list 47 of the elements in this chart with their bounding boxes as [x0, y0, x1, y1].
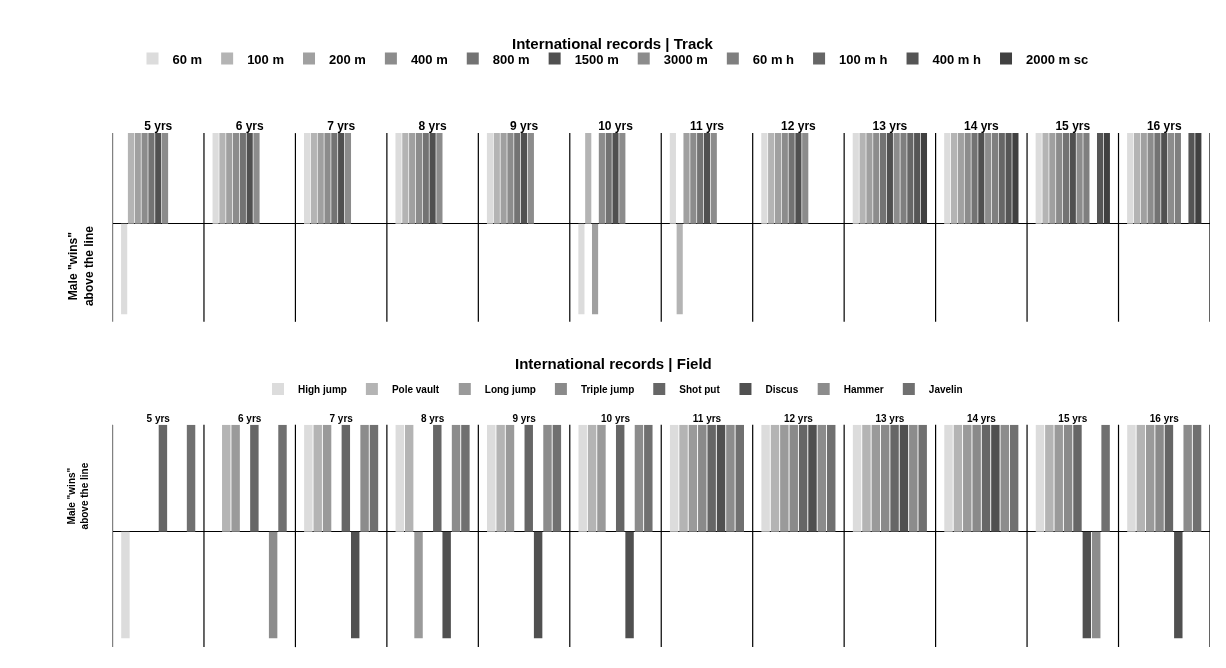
legend-label: Shot put [679, 383, 721, 395]
x-tick-label: 11 yrs [692, 412, 722, 424]
x-tick-label: 15 yrs [1055, 118, 1091, 133]
legend-label: Hammer [843, 383, 884, 395]
legend-label: 1500 m [574, 51, 619, 67]
x-tick-label: 13 yrs [875, 412, 905, 424]
x-tick-label: 9 yrs [510, 118, 539, 133]
legend-label: 400 m h [932, 51, 982, 67]
legend-label: 60 m h [752, 51, 795, 67]
x-tick-label: 12 yrs [781, 118, 817, 133]
x-tick-label: 10 yrs [598, 118, 634, 133]
x-tick-label: 10 yrs [601, 412, 631, 424]
legend-label: High jump [298, 383, 347, 395]
y-axis-title: Male "wins" above the line [66, 462, 91, 530]
x-tick-label: 5 yrs [146, 412, 171, 424]
legend-label: Triple jump [580, 383, 635, 395]
x-tick-label: 7 yrs [327, 118, 356, 133]
legend-label: Pole vault [391, 383, 440, 395]
x-tick-label: 14 yrs [966, 412, 997, 424]
chart-title: International records | Track [512, 35, 714, 52]
x-tick-label: 16 yrs [1149, 412, 1180, 424]
legend-label: 100 m h [839, 51, 888, 67]
legend-label: 100 m [247, 51, 285, 67]
x-tick-label: 5 yrs [144, 118, 173, 133]
x-tick-label: 6 yrs [235, 118, 265, 133]
chart-title: International records | Field [515, 355, 712, 372]
legend-label: 800 m [492, 51, 530, 67]
legend-label: 400 m [410, 51, 448, 67]
legend-label: Long jump [484, 383, 536, 395]
y-axis-title: Male "wins" above the line [66, 225, 97, 307]
x-tick-label: 13 yrs [872, 118, 908, 133]
x-tick-label: 6 yrs [238, 412, 262, 424]
legend-label: 200 m [329, 51, 366, 67]
x-tick-label: 11 yrs [689, 118, 725, 133]
legend-label: 3000 m [663, 51, 708, 67]
legend-label: Discus [765, 383, 799, 395]
x-tick-label: 14 yrs [963, 118, 999, 133]
x-tick-label: 8 yrs [418, 118, 447, 133]
x-tick-label: 12 yrs [783, 412, 814, 424]
legend-label: 60 m [172, 51, 203, 67]
x-tick-label: 15 yrs [1058, 412, 1088, 424]
x-tick-label: 7 yrs [329, 412, 354, 424]
x-tick-label: 16 yrs [1146, 118, 1182, 133]
legend-label: Javelin [928, 383, 963, 395]
legend-label: 2000 m sc [1026, 51, 1089, 67]
x-tick-label: 8 yrs [420, 412, 445, 424]
x-tick-label: 9 yrs [512, 412, 537, 424]
